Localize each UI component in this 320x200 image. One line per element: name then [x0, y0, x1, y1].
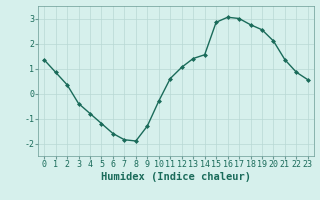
X-axis label: Humidex (Indice chaleur): Humidex (Indice chaleur) — [101, 172, 251, 182]
